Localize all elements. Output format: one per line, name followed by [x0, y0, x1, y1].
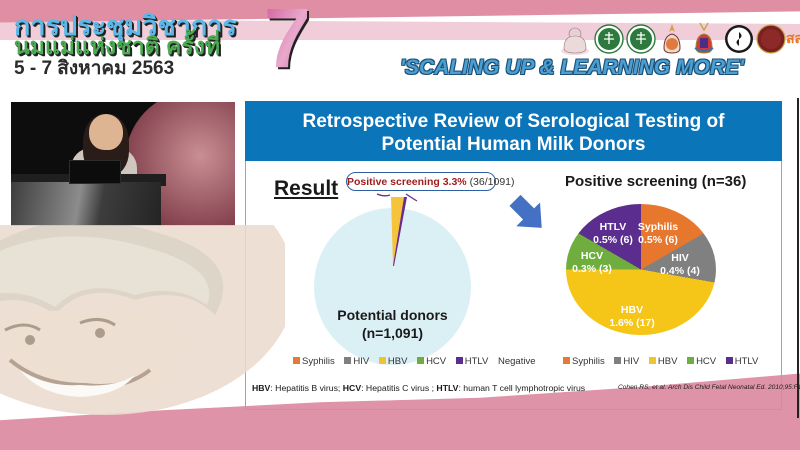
svg-text:สสส: สสส — [786, 30, 800, 46]
